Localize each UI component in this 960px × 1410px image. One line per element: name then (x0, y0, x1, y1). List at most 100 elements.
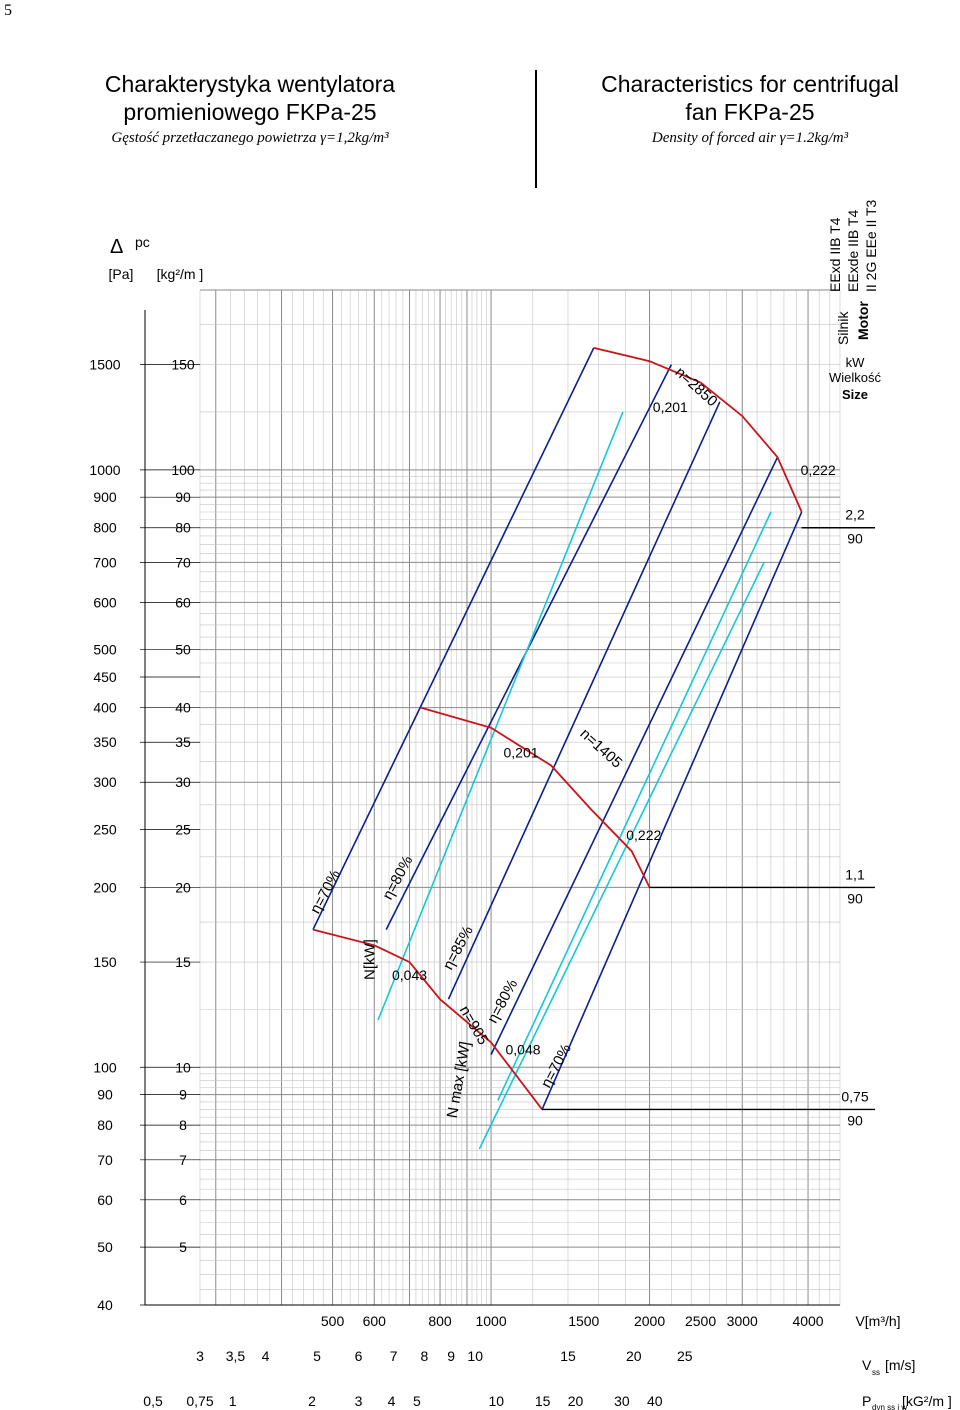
speed-curve (312, 928, 543, 1110)
x-tick-label: 3000 (727, 1313, 758, 1329)
y-tick-label-pa: 40 (97, 1297, 113, 1313)
y-tick-label-kg: 15 (175, 954, 191, 970)
y-tick-label-kg: 60 (175, 594, 191, 610)
efficiency-line (447, 401, 721, 1000)
power-value-label: 0,222 (626, 827, 661, 843)
secondary-axis-tick: 2 (308, 1393, 316, 1409)
secondary-axis-label: V (862, 1357, 872, 1373)
speed-curve-label: n=1405 (577, 725, 626, 771)
power-value-label: 0,201 (504, 744, 539, 760)
y-tick-label-pa: 300 (93, 774, 117, 790)
y-tick-label-pa: 900 (93, 489, 117, 505)
secondary-axis-tick: 6 (355, 1348, 363, 1364)
efficiency-label: η=80% (484, 977, 521, 1027)
y-tick-label-kg: 30 (175, 774, 191, 790)
power-value-label: 0,043 (392, 967, 427, 983)
chart-lines (312, 347, 875, 1150)
motor-kw-label: 1,1 (845, 866, 865, 882)
motor-kw-header: kW (846, 355, 866, 370)
y-tick-label-pa: 500 (93, 642, 117, 658)
motor-kw-label: 2,2 (845, 507, 865, 523)
axes: 1500100090080070060050045040035030025020… (89, 234, 951, 1410)
efficiency-line (490, 456, 779, 1055)
y-axis-label-kg: [kg²/m ] (157, 266, 204, 282)
secondary-axis-tick: 7 (390, 1348, 398, 1364)
y-tick-label-pa: 450 (93, 669, 117, 685)
power-line (478, 562, 765, 1150)
power-axis-label: N max [kW] (444, 1040, 474, 1119)
efficiency-label: η=70% (307, 867, 344, 917)
motor-size-header-pl: Wielkość (829, 370, 882, 385)
delta-symbol: Δ (110, 236, 123, 258)
speed-curve (420, 706, 651, 888)
power-value-label: 0,201 (653, 399, 688, 415)
secondary-axis-sub: ss (872, 1368, 880, 1377)
secondary-axis-tick: 0,5 (143, 1393, 163, 1409)
secondary-axis-tick: 20 (626, 1348, 642, 1364)
y-tick-label-kg: 9 (179, 1087, 187, 1103)
secondary-axis-tick: 8 (420, 1348, 428, 1364)
y-tick-label-pa: 100 (93, 1059, 117, 1075)
page-number: 5 (4, 2, 12, 19)
secondary-axis-tick: 40 (647, 1393, 663, 1409)
pc-symbol: pc (135, 234, 150, 250)
title-pl-line1: Charakterystyka wentylatora (104, 71, 396, 97)
power-axis-label: N[kW] (361, 939, 378, 980)
header-separator (535, 70, 537, 188)
y-tick-label-kg: 20 (175, 879, 191, 895)
secondary-axis-unit: [m/s] (885, 1357, 915, 1373)
x-tick-label: 2500 (685, 1313, 716, 1329)
secondary-axis-tick: 4 (388, 1393, 396, 1409)
secondary-axis-tick: 15 (560, 1348, 576, 1364)
y-tick-label-kg: 35 (175, 734, 191, 750)
secondary-axis-tick: 0,75 (186, 1393, 213, 1409)
secondary-axis-sub: dyn ss i w (872, 1403, 907, 1410)
x-tick-label: 4000 (792, 1313, 823, 1329)
efficiency-label: η=80% (379, 853, 416, 903)
secondary-axis-tick: 3,5 (226, 1348, 246, 1364)
x-tick-label: 800 (428, 1313, 452, 1329)
secondary-axis-tick: 30 (614, 1393, 630, 1409)
efficiency-line (312, 347, 595, 930)
header-english: Characteristics for centrifugal fan FKPa… (540, 70, 960, 147)
y-tick-label-kg: 70 (175, 554, 191, 570)
y-tick-label-kg: 25 (175, 822, 191, 838)
secondary-axis-tick: 10 (488, 1393, 504, 1409)
title-pl-line2: promieniowego FKPa-25 (123, 99, 377, 125)
y-axis-label-pa: [Pa] (109, 266, 134, 282)
motor-type-label: II 2G EEe II T3 (863, 199, 879, 292)
x-tick-label: 500 (321, 1313, 345, 1329)
secondary-axis-label: P (862, 1393, 871, 1409)
y-tick-label-kg: 50 (175, 642, 191, 658)
x-tick-label: 1500 (568, 1313, 599, 1329)
motor-heading-pl: Silnik (835, 311, 851, 345)
efficiency-label: η=70% (538, 1041, 575, 1091)
y-tick-label-kg: 10 (175, 1059, 191, 1075)
motor-kw-label: 0,75 (841, 1088, 868, 1104)
y-tick-label-pa: 250 (93, 822, 117, 838)
y-tick-label-pa: 70 (97, 1152, 113, 1168)
y-tick-label-kg: 80 (175, 520, 191, 536)
density-pl: Gęstość przetłaczanego powietrza γ=1,2kg… (111, 130, 389, 146)
y-tick-label-kg: 6 (179, 1192, 187, 1208)
y-tick-label-pa: 150 (93, 954, 117, 970)
header-polish: Charakterystyka wentylatora promienioweg… (40, 70, 460, 147)
y-tick-label-kg: 90 (175, 489, 191, 505)
secondary-axis-tick: 4 (262, 1348, 270, 1364)
motor-size-header-en: Size (842, 387, 868, 402)
y-tick-label-pa: 600 (93, 594, 117, 610)
y-tick-label-kg: 40 (175, 700, 191, 716)
y-tick-label-kg: 8 (179, 1117, 187, 1133)
power-line (377, 411, 624, 1021)
x-tick-label: 600 (363, 1313, 387, 1329)
motor-type-label: EExd IIB T4 (827, 217, 843, 292)
power-value-label: 0,222 (801, 462, 836, 478)
y-tick-label-pa: 1000 (89, 462, 120, 478)
secondary-axis-tick: 3 (355, 1393, 363, 1409)
x-axis-label: V[m³/h] (855, 1313, 900, 1329)
y-tick-label-pa: 1500 (89, 357, 120, 373)
title-en-line1: Characteristics for centrifugal (601, 71, 899, 97)
y-tick-label-pa: 80 (97, 1117, 113, 1133)
y-tick-label-pa: 60 (97, 1192, 113, 1208)
